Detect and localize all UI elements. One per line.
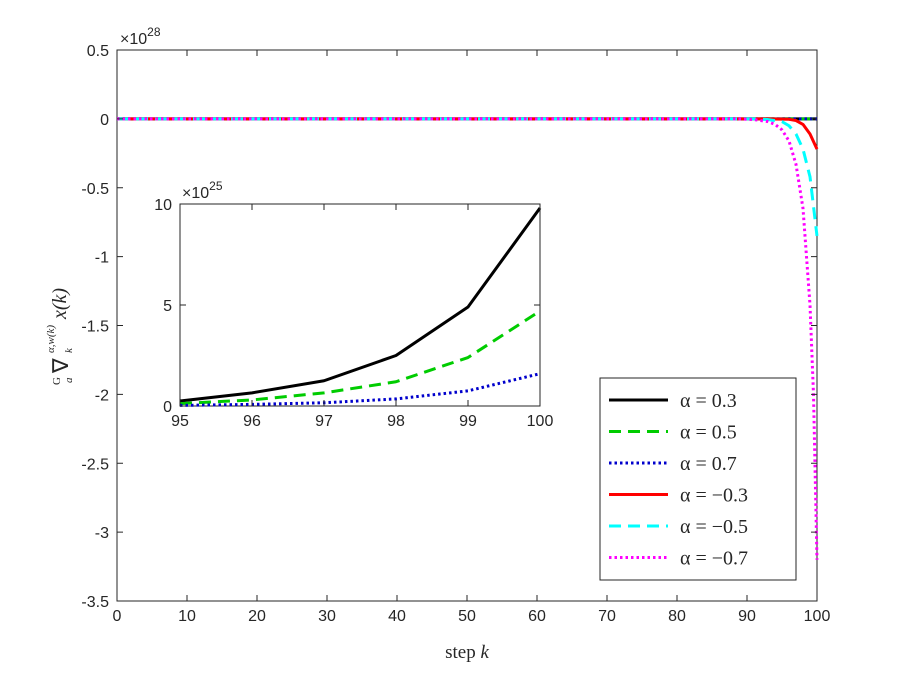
x-tick-label: 96 [243, 413, 261, 430]
y-tick-label: -1.5 [81, 319, 109, 336]
x-tick-label: 60 [528, 608, 546, 625]
legend-items: α = 0.3 α = 0.5 α = 0.7 α = −0.3 α = −0.5 α =… [609, 390, 748, 570]
x-tick-label: 97 [315, 413, 333, 430]
series-line-0 [179, 207, 542, 403]
main-y-exponent-power: 28 [147, 25, 161, 39]
y-tick-label: -2 [95, 387, 109, 404]
inset-y-ticks: 10 5 0 [154, 197, 540, 416]
x-tick-label: 80 [668, 608, 686, 625]
svg-text:x(k): x(k) [49, 288, 71, 320]
y-tick-label: 10 [154, 197, 172, 214]
legend: α = 0.3 α = 0.5 α = 0.7 α = −0.3 α = −0.5 α =… [599, 377, 797, 581]
legend-label-4: α = −0.5 [680, 516, 748, 538]
inset-series-group [179, 207, 542, 407]
x-tick-label: 30 [318, 608, 336, 625]
y-tick-label: -2.5 [81, 456, 109, 473]
inset-y-exponent-power: 25 [209, 179, 223, 193]
legend-label-2: α = 0.7 [680, 453, 737, 475]
x-tick-label: 40 [388, 608, 406, 625]
x-tick-label: 90 [738, 608, 756, 625]
x-tick-label: 100 [804, 608, 831, 625]
main-y-exponent: ×1028 [120, 25, 161, 48]
y-tick-label: 5 [163, 298, 172, 315]
legend-box [599, 377, 797, 581]
svg-text:α,w(k): α,w(k) [45, 325, 57, 353]
inset-x-ticks: 95 96 97 98 99 100 [171, 204, 553, 430]
y-tick-label: -3 [95, 525, 109, 542]
y-tick-label: 0.5 [87, 43, 109, 60]
x-tick-label: 95 [171, 413, 189, 430]
y-tick-label: -0.5 [81, 181, 109, 198]
y-tick-label: 0 [100, 112, 109, 129]
main-x-ticks: 0 10 20 30 40 50 60 70 80 90 100 [113, 50, 831, 625]
main-y-label: G a ∇ k α,w(k) x(k) [45, 288, 75, 385]
inset-y-exponent: ×1025 [182, 179, 223, 202]
main-series-group [117, 117, 819, 560]
series-line-5 [117, 117, 819, 560]
x-tick-label: 20 [248, 608, 266, 625]
series-line-4 [117, 117, 819, 237]
svg-text:∇: ∇ [48, 358, 73, 374]
y-tick-label: -3.5 [81, 594, 109, 611]
svg-text:a: a [63, 377, 75, 383]
series-line-1 [179, 309, 541, 406]
legend-label-3: α = −0.3 [680, 485, 748, 507]
x-tick-label: 10 [178, 608, 196, 625]
x-tick-label: 0 [113, 608, 122, 625]
y-tick-label: 0 [163, 399, 172, 416]
legend-label-0: α = 0.3 [680, 390, 737, 412]
x-tick-label: 100 [527, 413, 554, 430]
inset-plot-frame [179, 203, 541, 407]
main-x-label: step k [445, 642, 489, 663]
svg-text:G: G [51, 377, 63, 385]
x-tick-label: 50 [458, 608, 476, 625]
inset-axes: 95 96 97 98 99 100 10 5 0 ×1025 [154, 179, 553, 430]
svg-text:k: k [63, 347, 75, 353]
legend-label-5: α = −0.7 [680, 548, 748, 570]
x-tick-label: 98 [387, 413, 405, 430]
legend-label-1: α = 0.5 [680, 422, 737, 444]
x-tick-label: 70 [598, 608, 616, 625]
main-y-ticks: 0.5 0 -0.5 -1 -1.5 -2 -2.5 -3 -3.5 [81, 43, 817, 611]
x-tick-label: 99 [459, 413, 477, 430]
y-tick-label: -1 [95, 250, 109, 267]
